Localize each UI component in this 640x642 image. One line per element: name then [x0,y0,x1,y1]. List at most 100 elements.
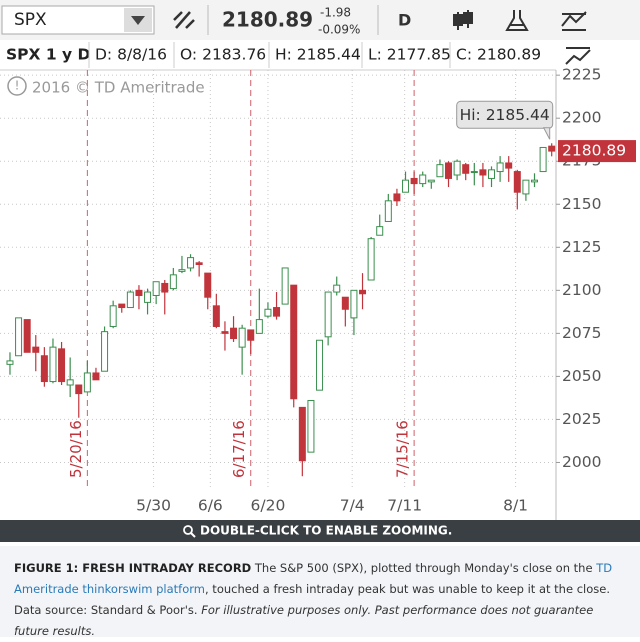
candle-body [453,160,461,176]
caption-text: , touched a fresh intraday peak but was … [14,582,610,617]
chart: SPX 2180.89 -1.98 -0.09% D SPX 1 y D D: 8… [0,0,640,542]
candle-body [221,331,229,334]
candle-body [384,200,392,222]
candle-body [161,282,169,293]
candle-body [212,305,220,327]
candle-body [40,355,48,383]
candle-body [436,164,444,178]
caption-label: FIGURE 1: FRESH INTRADAY RECORD [14,561,252,575]
dropdown-arrow [131,16,145,25]
candle-body [204,272,212,298]
header-icon[interactable] [565,47,591,65]
candle-body [410,177,418,185]
candle-body [195,262,203,266]
candle-body [307,399,315,453]
x-tick-label: 8/1 [503,497,528,515]
candle-body [376,226,384,236]
candle-body [367,238,375,281]
candle-body [187,257,195,269]
header: SPX 1 y D D: 8/8/16 O: 2183.76 H: 2185.44 L:… [6,42,541,68]
candle-body [92,372,100,381]
studies-icon[interactable] [505,10,529,31]
link-icon[interactable] [173,11,195,29]
candle-body [488,169,496,179]
y-tick-label: 2025 [562,410,601,428]
candle-body [316,339,324,391]
header-item: D: 8/8/16 [95,46,167,64]
symbol: SPX [14,10,47,30]
caption-text: The S&P 500 (SPX), plotted through Monda… [254,561,593,575]
candle-body [298,406,306,462]
zoom-icon-handle [190,532,196,538]
x-tick-label: 7/11 [387,497,422,515]
zoom-hint: DOUBLE-CLICK TO ENABLE ZOOMING. [200,524,452,538]
info-mark: ! [15,79,20,93]
last-price-tag [558,140,636,163]
candle-body [6,360,14,365]
candle-body [350,289,358,319]
hi-label: Hi: 2185.44 [460,106,550,124]
candle-body [393,193,401,202]
drawing-icon[interactable] [561,11,587,31]
candle-body [135,289,143,296]
candle-body [49,346,57,383]
info-icon [7,76,27,96]
y-tick-label: 2225 [562,66,601,84]
candle-body [496,162,504,173]
candle-body [66,379,74,386]
style-icon[interactable] [453,10,473,30]
candle-body [15,317,23,357]
candle-body [479,169,487,176]
candle-body [281,267,289,305]
x-tick-label: 6/20 [251,497,286,515]
candle-body [255,319,263,334]
change-pct: -0.09% [318,23,360,37]
y-tick-label: 2100 [562,281,601,299]
candle-body [118,303,126,309]
candle-body [359,289,367,295]
candle-body [169,274,177,290]
header-item: O: 2183.76 [180,46,266,64]
candle-body [238,327,246,348]
candle-body [539,146,547,173]
y-tick-label: 2050 [562,367,601,385]
watermark: 2016 © TD Ameritrade [32,79,205,97]
y-tick-label: 2150 [562,195,601,213]
zoom-bar[interactable] [0,520,640,542]
candle-body [247,329,255,341]
header-row [0,40,640,70]
event-label: 7/15/16 [394,420,412,478]
candle-body [470,171,478,174]
candle-body [75,384,83,395]
x-tick-label: 5/30 [136,497,171,515]
candle-body [341,296,349,310]
last-price: 2180.89 [562,142,626,160]
change: -1.98 [320,6,351,20]
event-label: 6/17/16 [230,420,248,478]
zoom-icon [183,525,193,535]
candle-body [548,145,556,152]
candle-body [58,348,66,383]
candle-body [126,291,134,309]
y-tick-label: 2125 [562,238,601,256]
candle-body [333,284,341,293]
candle-body [144,291,152,303]
candle-body [419,174,427,185]
candle-body [178,269,186,272]
candle-body [230,327,238,340]
candle-body [402,179,410,193]
candle-body [101,331,109,372]
candle-body [324,291,332,338]
header-item: C: 2180.89 [456,46,541,64]
caption-link[interactable]: TD Ameritrade thinkorswim platform [14,561,613,596]
header-item: L: 2177.85 [368,46,451,64]
hi-bubble [456,100,554,129]
candle-body [264,308,272,317]
period[interactable]: D [398,11,411,30]
candle-body [522,179,530,195]
candle-body [23,319,31,353]
candle-body [273,307,281,317]
y-tick-label: 2000 [562,453,601,471]
x-tick-label: 6/6 [198,497,223,515]
candle-body [445,162,453,179]
